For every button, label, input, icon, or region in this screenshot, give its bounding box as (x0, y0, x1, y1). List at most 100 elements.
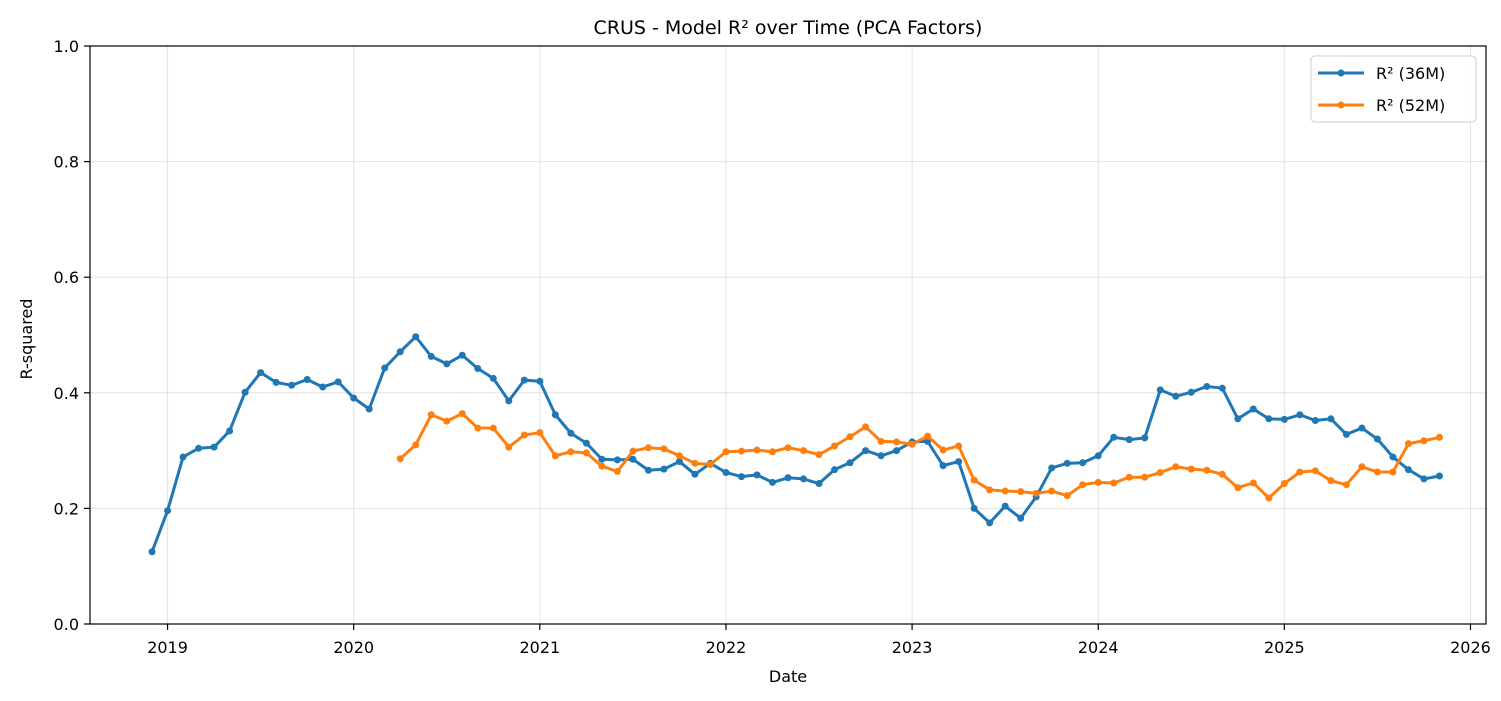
data-point (1342, 481, 1350, 489)
data-point (675, 452, 683, 460)
data-point (1032, 489, 1040, 497)
data-point (862, 423, 870, 431)
data-point (660, 445, 668, 453)
data-point (831, 442, 839, 450)
data-point (1311, 467, 1319, 475)
legend-marker-52m (1337, 101, 1345, 109)
data-point (1110, 479, 1118, 487)
data-point (1420, 437, 1428, 445)
data-point (551, 452, 559, 460)
data-point (179, 453, 187, 461)
data-point (489, 374, 497, 382)
data-point (893, 447, 901, 455)
series-layer (148, 333, 1443, 556)
data-point (1358, 463, 1366, 471)
data-point (768, 478, 776, 486)
data-point (1125, 436, 1133, 444)
data-point (427, 352, 435, 360)
data-point (1280, 480, 1288, 488)
data-point (784, 474, 792, 482)
data-point (443, 417, 451, 425)
plot-frame (89, 45, 1487, 625)
data-point (908, 440, 916, 448)
data-point (1172, 463, 1180, 471)
data-point (427, 411, 435, 419)
y-tick-label: 1.0 (54, 37, 79, 56)
data-point (986, 486, 994, 494)
data-point (1172, 392, 1180, 400)
data-point (520, 431, 528, 439)
data-point (1141, 473, 1149, 481)
data-point (1311, 417, 1319, 425)
data-point (846, 433, 854, 441)
data-point (753, 446, 761, 454)
data-point (1404, 440, 1412, 448)
y-tick-label: 0.8 (54, 153, 79, 172)
data-point (489, 424, 497, 432)
data-point (644, 444, 652, 452)
data-point (164, 507, 172, 515)
data-point (551, 411, 559, 419)
data-point (1404, 466, 1412, 474)
data-point (1234, 415, 1242, 423)
data-point (1156, 386, 1164, 394)
y-tick-label: 0.6 (54, 268, 79, 287)
data-point (257, 369, 265, 377)
data-point (1358, 424, 1366, 432)
data-point (474, 365, 482, 373)
data-point (986, 519, 994, 527)
data-point (706, 460, 714, 468)
data-point (862, 447, 870, 455)
data-point (1265, 415, 1273, 423)
data-point (505, 397, 513, 405)
data-point (1373, 435, 1381, 443)
data-point (1001, 487, 1009, 495)
data-point (598, 462, 606, 470)
data-point (737, 447, 745, 455)
data-point (1156, 469, 1164, 477)
data-point (644, 466, 652, 474)
data-point (241, 388, 249, 396)
data-point (1063, 492, 1071, 500)
data-point (722, 448, 730, 456)
data-point (1063, 459, 1071, 467)
data-point (815, 480, 823, 488)
data-point (1017, 514, 1025, 522)
data-point (1094, 452, 1102, 460)
data-point (877, 437, 885, 445)
data-point (1203, 382, 1211, 390)
data-point (1280, 415, 1288, 423)
x-axis-title: Date (769, 667, 807, 686)
data-point (1187, 388, 1195, 396)
data-point (520, 376, 528, 384)
data-point (365, 405, 373, 413)
data-point (582, 449, 590, 457)
data-point (1265, 494, 1273, 502)
legend-label-36m: R² (36M) (1376, 64, 1445, 83)
data-point (1327, 477, 1335, 485)
data-point (1296, 411, 1304, 419)
x-tick-label: 2021 (519, 638, 560, 657)
data-point (598, 455, 606, 463)
x-tick-label: 2020 (333, 638, 374, 657)
data-point (1203, 466, 1211, 474)
data-point (629, 447, 637, 455)
data-point (474, 424, 482, 432)
data-point (1296, 468, 1304, 476)
data-point (970, 476, 978, 484)
x-tick-label: 2019 (147, 638, 188, 657)
data-point (1048, 487, 1056, 495)
data-point (1187, 465, 1195, 473)
data-point (1218, 470, 1226, 478)
data-point (1234, 484, 1242, 492)
data-point (939, 446, 947, 454)
data-point (691, 470, 699, 478)
data-point (753, 471, 761, 479)
data-point (660, 465, 668, 473)
data-point (1218, 384, 1226, 392)
data-point (1001, 502, 1009, 510)
data-point (613, 456, 621, 464)
data-point (691, 459, 699, 467)
chart-title: CRUS - Model R² over Time (PCA Factors) (594, 17, 983, 39)
